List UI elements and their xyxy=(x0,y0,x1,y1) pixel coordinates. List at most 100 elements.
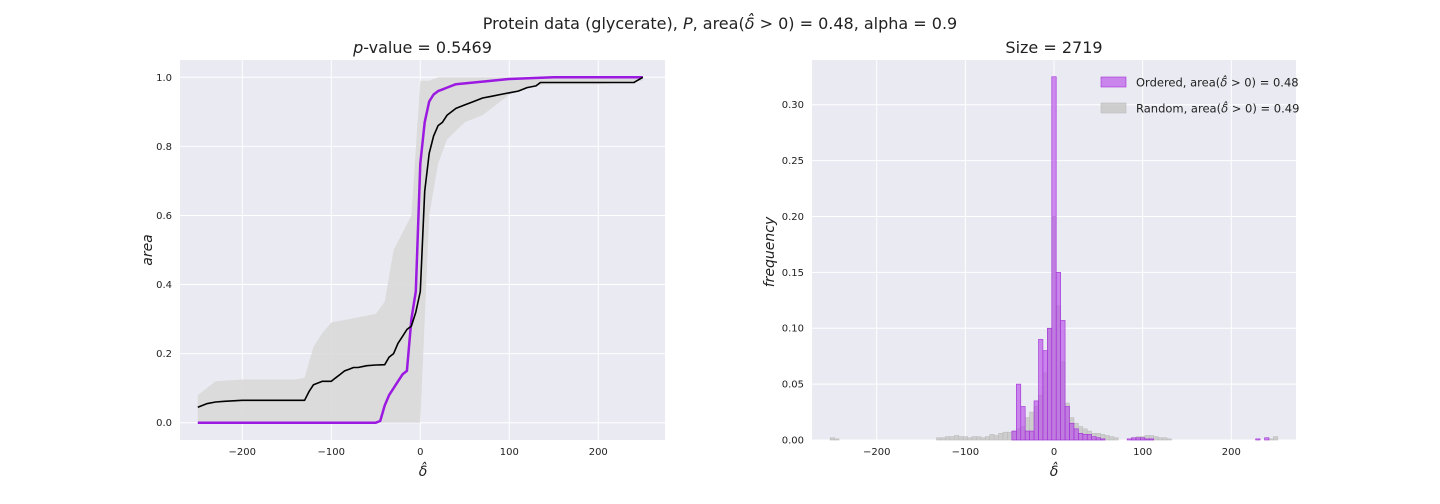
legend: Ordered, area(δ̂ > 0) = 0.48 Random, are… xyxy=(1100,73,1299,116)
x-tick-label: 100 xyxy=(500,447,519,458)
random-histogram-bar xyxy=(1113,437,1119,441)
random-band xyxy=(197,77,643,423)
random-histogram-bar xyxy=(1166,438,1172,441)
ordered-histogram-bar xyxy=(1095,437,1101,441)
x-tick-label: 200 xyxy=(1222,447,1241,458)
random-histogram-bar xyxy=(1007,431,1013,441)
panel-title-pvalue: p-value = 0.5469 xyxy=(352,38,492,57)
random-histogram-bar xyxy=(967,437,973,441)
ordered-histogram-bar xyxy=(1135,437,1141,441)
x-tick-label: −200 xyxy=(229,447,256,458)
tick-labels: −200 −100 0 100 200 0.00 0.05 0.10 0.15 0.20 0.25 0… xyxy=(782,100,1241,458)
random-histogram-bar xyxy=(945,436,951,441)
figure-suptitle: Protein data (glycerate), P, area(δ̂ > 0… xyxy=(483,13,957,33)
random-histogram-bar xyxy=(834,438,840,441)
random-histogram-bar xyxy=(1273,436,1279,441)
random-histogram-bar xyxy=(998,432,1004,441)
random-mean-line xyxy=(197,76,644,408)
y-tick-label: 0.0 xyxy=(156,418,172,429)
random-histogram-bar xyxy=(1268,438,1274,441)
ordered-histogram-bar xyxy=(1064,406,1070,441)
ordered-histogram-bar xyxy=(1082,434,1088,441)
random-histogram-bar xyxy=(1109,436,1115,441)
random-histogram-bar xyxy=(829,437,835,441)
y-axis-label: area xyxy=(140,234,156,266)
ordered-histogram-bar xyxy=(1016,383,1022,441)
random-histogram-bar xyxy=(1157,437,1163,441)
ordered-histogram-bar xyxy=(1086,434,1092,441)
random-histogram-bar xyxy=(940,437,946,441)
random-histogram-bar xyxy=(989,434,995,441)
random-histogram-bar xyxy=(1153,436,1159,441)
y-tick-label: 0.15 xyxy=(782,268,804,279)
y-tick-label: 0.4 xyxy=(156,280,172,291)
x-axis-label: δ̂ xyxy=(419,461,428,480)
ordered-histogram-bar xyxy=(1091,436,1097,441)
y-tick-label: 0.8 xyxy=(156,142,172,153)
legend-label-random: Random, area(δ̂ > 0) = 0.49 xyxy=(1136,99,1299,115)
y-tick-label: 0.6 xyxy=(156,211,172,222)
ordered-histogram-bar xyxy=(1051,76,1057,441)
x-tick-label: −200 xyxy=(863,447,890,458)
ordered-histogram-bar xyxy=(1148,438,1155,441)
series-lines xyxy=(197,76,644,424)
y-tick-label: 0.10 xyxy=(782,324,804,335)
random-histogram-bar xyxy=(984,436,991,441)
ordered-histogram-bar xyxy=(1073,428,1079,441)
ordered-histogram-bar xyxy=(1100,438,1106,441)
y-tick-label: 0.00 xyxy=(782,436,804,447)
y-tick-label: 0.2 xyxy=(156,349,172,360)
ordered-area-line xyxy=(197,76,643,424)
area-curve-panel: −200 −100 0 100 200 0.0 0.2 0.4 0.6 0.8 1.0 p-valu… xyxy=(140,38,665,480)
panel-title-size: Size = 2719 xyxy=(1005,38,1102,57)
ordered-bars xyxy=(1011,76,1270,441)
ordered-histogram-bar xyxy=(1047,327,1053,441)
y-axis-label: frequency xyxy=(762,216,778,287)
ordered-histogram-bar xyxy=(1033,400,1039,441)
y-tick-label: 0.30 xyxy=(782,100,804,111)
legend-label-ordered: Ordered, area(δ̂ > 0) = 0.48 xyxy=(1136,73,1299,89)
y-tick-label: 0.25 xyxy=(782,156,804,167)
histogram-panel: −200 −100 0 100 200 0.00 0.05 0.10 0.15 0.20 0.25 0… xyxy=(762,38,1299,480)
x-tick-label: −100 xyxy=(952,447,979,458)
random-histogram-bar xyxy=(962,436,968,441)
random-histogram-bar xyxy=(1104,435,1110,441)
x-tick-label: 0 xyxy=(417,447,423,458)
ordered-histogram-bar xyxy=(1011,430,1017,441)
ordered-histogram-bar xyxy=(1060,320,1066,441)
x-axis-label: δ̂ xyxy=(1050,461,1059,480)
tick-labels: −200 −100 0 100 200 0.0 0.2 0.4 0.6 0.8 1.0 xyxy=(156,73,608,458)
random-confidence-band xyxy=(197,77,643,423)
random-histogram-bar xyxy=(971,436,977,441)
ordered-histogram-bar xyxy=(1255,438,1261,441)
y-tick-label: 0.20 xyxy=(782,212,804,223)
random-histogram-bar xyxy=(958,436,964,441)
x-tick-label: −100 xyxy=(318,447,345,458)
ordered-histogram-bar xyxy=(1055,272,1061,441)
ordered-histogram-bar xyxy=(1069,422,1075,441)
ordered-histogram-bar xyxy=(1038,339,1044,441)
ordered-histogram-bar xyxy=(1126,438,1132,441)
ordered-histogram-bar xyxy=(1078,432,1084,441)
legend-swatch-random xyxy=(1100,102,1127,114)
legend-swatch-ordered xyxy=(1100,76,1127,88)
random-histogram-bar xyxy=(936,437,942,441)
random-histogram-bar xyxy=(980,437,986,441)
random-histogram-bar xyxy=(1162,437,1168,441)
random-histogram-bar xyxy=(1002,431,1008,441)
ordered-histogram-bar xyxy=(1020,406,1026,441)
random-histogram-bar xyxy=(993,435,999,441)
ordered-histogram-bar xyxy=(1264,437,1270,441)
random-histogram-bar xyxy=(976,436,982,441)
random-histogram-bar xyxy=(953,435,960,441)
random-histogram-bar xyxy=(949,436,955,441)
ordered-histogram-bar xyxy=(1131,437,1137,441)
y-tick-label: 0.05 xyxy=(782,380,804,391)
y-tick-label: 1.0 xyxy=(156,73,172,84)
ordered-histogram-bar xyxy=(1144,438,1150,441)
ordered-histogram-bar xyxy=(1042,350,1048,441)
ordered-histogram-bar xyxy=(1029,430,1035,441)
x-tick-label: 200 xyxy=(589,447,608,458)
ordered-histogram-bar xyxy=(1024,430,1030,441)
